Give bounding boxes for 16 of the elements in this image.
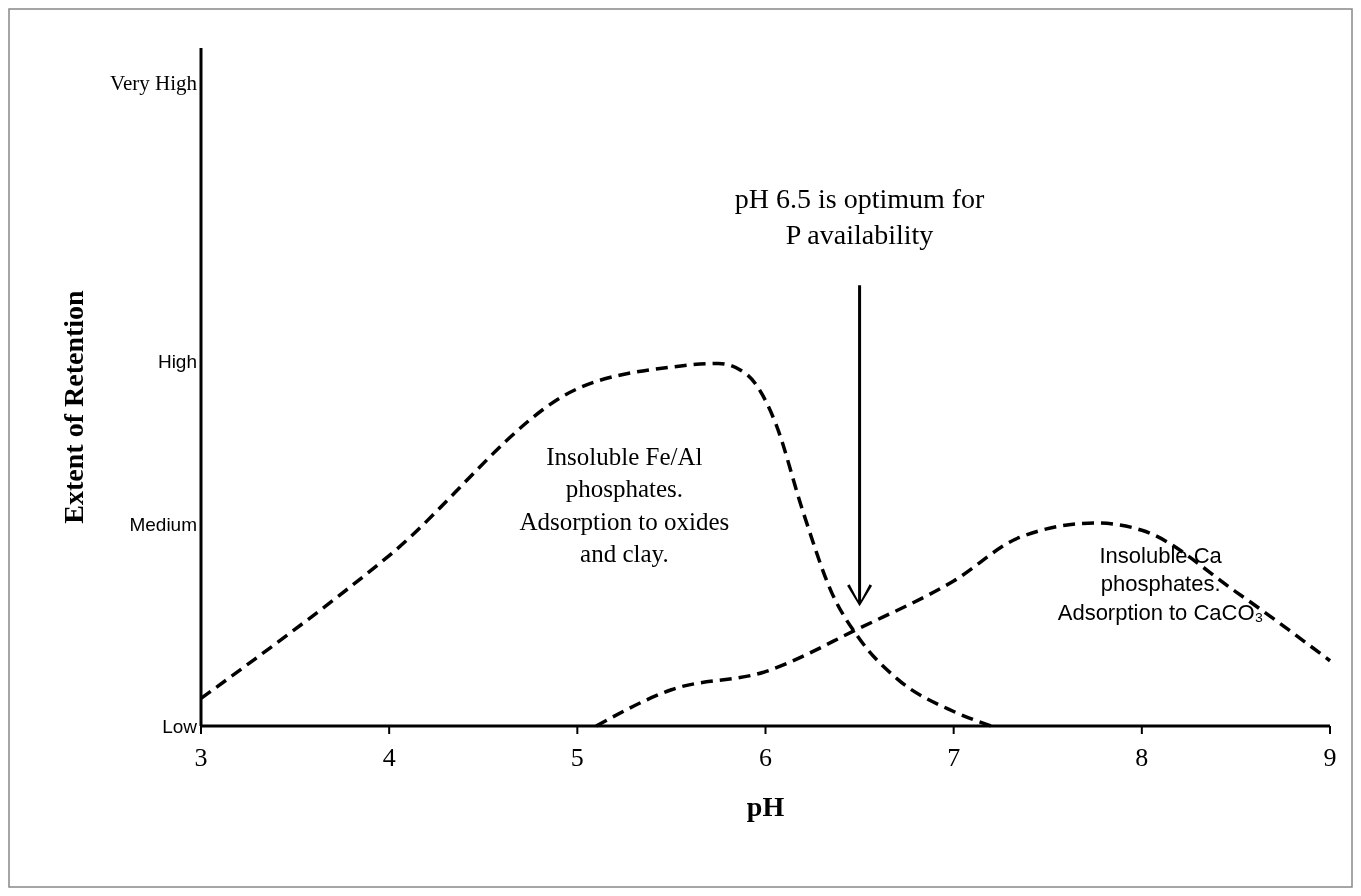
x-tick-label: 4 [382,743,396,772]
annotation: Insoluble Fe/Al phosphates. Adsorption to oxides and clay. [519,442,730,568]
x-tick-label: 5 [570,743,584,772]
annotation: Insoluble Ca phosphates. Adsorption to CaCO₃ [1057,542,1264,626]
x-tick-label: 9 [1323,743,1337,772]
x-tick-label: 7 [947,743,961,772]
x-tick-label: 3 [194,743,208,772]
x-tick-label: 6 [759,743,772,772]
text: Medium [129,514,197,536]
x-tick-label: 8 [1135,743,1149,772]
y-axis-title: Extent of Retention [58,289,89,524]
text: Low [162,716,198,737]
text: Very High [110,70,198,95]
text: High [157,350,197,372]
text: pH 6.5 is optimum for P availability [734,182,986,250]
x-axis-title: pH [746,791,785,822]
